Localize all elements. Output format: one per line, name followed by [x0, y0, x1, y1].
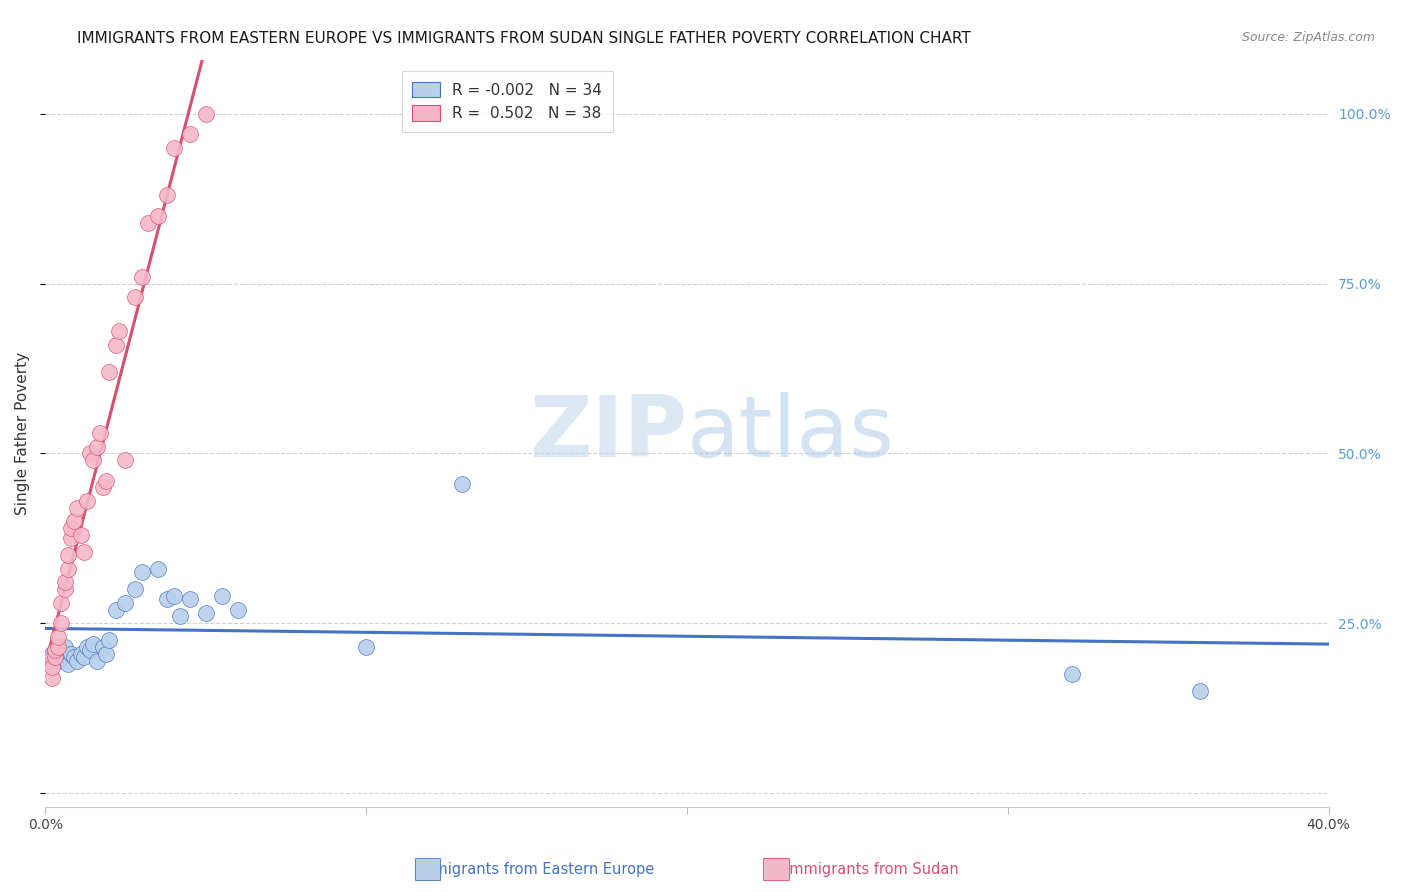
Y-axis label: Single Father Poverty: Single Father Poverty: [15, 351, 30, 515]
Point: [211, 589, 233, 603]
Point: [156, 592, 179, 607]
Point: [46, 630, 69, 644]
Point: [79, 446, 101, 460]
Point: [162, 589, 184, 603]
Point: [124, 582, 146, 597]
Point: [89, 426, 111, 441]
Legend: R = -0.002   N = 34, R =  0.502   N = 38: R = -0.002 N = 34, R = 0.502 N = 38: [402, 71, 613, 132]
Point: [1060, 667, 1083, 681]
Point: [53, 575, 76, 590]
Point: [37, 654, 59, 668]
Point: [136, 216, 159, 230]
Point: [86, 440, 108, 454]
Point: [98, 365, 121, 379]
Point: [96, 647, 118, 661]
Point: [91, 480, 114, 494]
Point: [76, 640, 98, 654]
Text: IMMIGRANTS FROM EASTERN EUROPE VS IMMIGRANTS FROM SUDAN SINGLE FATHER POVERTY CO: IMMIGRANTS FROM EASTERN EUROPE VS IMMIGR…: [77, 31, 972, 46]
Point: [53, 640, 76, 654]
Point: [53, 582, 76, 597]
Point: [63, 515, 86, 529]
Point: [179, 592, 201, 607]
Text: Immigrants from Sudan: Immigrants from Sudan: [785, 863, 959, 877]
Text: Source: ZipAtlas.com: Source: ZipAtlas.com: [1241, 31, 1375, 45]
Point: [162, 141, 184, 155]
Point: [194, 107, 217, 121]
Point: [1189, 684, 1212, 698]
Point: [56, 657, 79, 671]
Point: [59, 532, 82, 546]
Point: [51, 596, 73, 610]
Point: [76, 494, 98, 508]
Point: [44, 643, 66, 657]
Text: Immigrants from Eastern Europe: Immigrants from Eastern Europe: [415, 863, 654, 877]
Point: [51, 650, 73, 665]
Point: [44, 650, 66, 665]
Point: [86, 654, 108, 668]
Point: [44, 643, 66, 657]
Point: [114, 596, 136, 610]
Point: [146, 209, 169, 223]
Point: [226, 602, 249, 616]
Point: [98, 633, 121, 648]
Point: [59, 647, 82, 661]
Point: [91, 640, 114, 654]
Point: [59, 521, 82, 535]
Point: [108, 324, 131, 338]
Point: [451, 477, 474, 491]
Point: [69, 528, 91, 542]
Point: [41, 647, 63, 661]
Point: [69, 647, 91, 661]
Text: atlas: atlas: [688, 392, 896, 475]
Point: [41, 660, 63, 674]
Point: [51, 616, 73, 631]
Point: [179, 128, 201, 142]
Point: [56, 562, 79, 576]
Text: ZIP: ZIP: [529, 392, 688, 475]
Point: [63, 650, 86, 665]
Point: [354, 640, 377, 654]
Point: [82, 637, 104, 651]
Point: [73, 545, 96, 559]
Point: [66, 654, 89, 668]
Point: [46, 640, 69, 654]
Point: [156, 188, 179, 202]
Point: [131, 269, 153, 284]
Point: [82, 453, 104, 467]
Point: [46, 654, 69, 668]
Point: [114, 453, 136, 467]
Point: [104, 602, 127, 616]
Point: [131, 566, 153, 580]
Point: [169, 609, 191, 624]
Point: [79, 643, 101, 657]
Point: [66, 500, 89, 515]
Point: [146, 562, 169, 576]
Point: [104, 338, 127, 352]
Point: [73, 650, 96, 665]
Point: [96, 474, 118, 488]
Point: [41, 671, 63, 685]
Point: [56, 549, 79, 563]
Point: [194, 606, 217, 620]
Point: [124, 290, 146, 304]
